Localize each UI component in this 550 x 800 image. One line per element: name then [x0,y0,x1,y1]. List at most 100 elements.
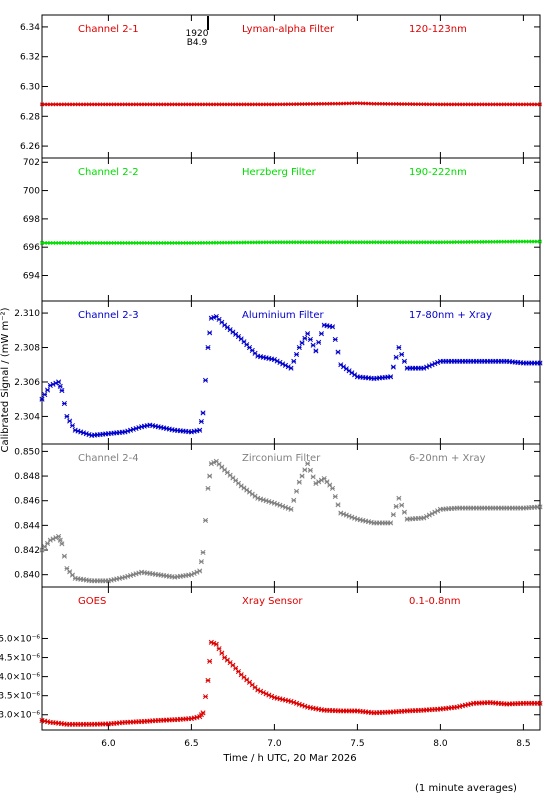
x-tick-label: 7.5 [350,739,364,749]
data-point [310,342,316,348]
data-point [198,419,204,425]
data-point [207,330,213,336]
y-tick-label: 4.5×10⁻⁶ [0,654,40,664]
data-point [205,344,211,351]
y-tick-label: 2.304 [14,412,40,422]
data-point [307,467,313,473]
data-point [352,372,358,378]
data-point [401,509,407,515]
data-point [198,559,204,565]
data-point [343,366,349,372]
panel-label: 120-123nm [409,24,467,35]
data-point [59,388,65,394]
data-point [388,374,394,380]
data-point [291,497,297,503]
x-tick-label: 7.0 [267,739,282,749]
y-tick-label: 5.0×10⁻⁶ [0,634,40,644]
x-tick-label: 8.0 [433,739,448,749]
data-point [238,483,244,489]
y-tick-label: 0.848 [14,472,40,482]
y-tick-label: 3.5×10⁻⁶ [0,692,40,702]
data-point [329,324,336,330]
data-point [390,364,396,370]
x-axis-title: Time / h UTC, 20 Mar 2026 [222,753,356,764]
data-point [241,485,247,491]
y-tick-label: 694 [23,272,40,282]
y-tick-label: 0.846 [14,497,40,507]
data-point [390,512,396,518]
data-point [57,537,63,543]
panel-label: 17-80nm + Xray [409,310,492,321]
data-point [305,461,311,467]
panel-label: Channel 2-4 [78,453,139,464]
data-point [56,533,62,540]
data-point [197,427,203,433]
data-point [219,650,225,656]
y-tick-label: 698 [23,215,40,225]
data-point [388,520,394,526]
data-point [310,474,316,480]
data-point [61,553,67,559]
data-point [299,340,305,346]
y-tick-label: 702 [23,158,40,168]
data-point [249,491,255,497]
data-point [399,351,405,357]
data-point [207,658,213,664]
data-point [299,473,305,479]
y-axis-title: Calibrated Signal / (mW m⁻²) [0,307,11,452]
panel-frame-5 [41,586,541,731]
data-point [318,331,324,337]
x-tick-label: 6.0 [101,739,116,749]
y-tick-label: 6.30 [20,83,40,93]
data-point [537,504,543,510]
data-point [200,710,206,716]
data-point [396,344,402,351]
y-tick-label: 0.844 [14,521,40,531]
y-tick-label: 2.308 [14,344,40,354]
panel-frame-3 [41,300,541,445]
data-point [537,700,543,706]
y-tick-label: 0.842 [14,546,40,556]
data-point [332,336,338,343]
data-point [205,485,211,491]
data-point [335,349,341,355]
panel-label: Lyman-alpha Filter [242,24,335,35]
data-point [538,102,542,107]
y-tick-label: 6.32 [20,53,40,63]
data-point [296,344,302,351]
x-tick-label: 6.5 [184,739,198,749]
data-point [293,488,300,494]
data-point [246,489,253,495]
data-point [316,339,322,345]
data-point [207,473,213,479]
panel-frame-1 [41,14,541,159]
data-point [341,364,347,370]
data-point [67,418,73,424]
data-point [291,358,297,364]
panel-label: Channel 2-2 [78,167,139,178]
data-point [401,358,407,364]
data-point [216,646,222,652]
data-point [213,641,219,647]
panel-label: Herzberg Filter [242,167,317,178]
data-point [252,493,258,499]
data-point [537,360,543,366]
panel-label: 0.1-0.8nm [409,596,461,607]
data-point [44,387,51,393]
marker-label: 1920 [186,29,209,39]
data-point [296,479,302,485]
data-point [293,351,300,357]
panel-label: Channel 2-3 [78,310,139,321]
y-tick-label: 0.840 [14,571,40,581]
y-tick-label: 3.0×10⁻⁶ [0,711,40,721]
panel-label: 190-222nm [409,167,467,178]
data-point [59,541,65,547]
y-tick-label: 0.850 [14,447,40,457]
y-tick-label: 4.0×10⁻⁶ [0,673,40,683]
y-tick-label: 6.34 [20,23,40,33]
data-point [396,495,402,501]
y-tick-label: 2.310 [14,309,40,319]
data-point [197,568,203,574]
y-tick-label: 2.306 [14,378,40,388]
